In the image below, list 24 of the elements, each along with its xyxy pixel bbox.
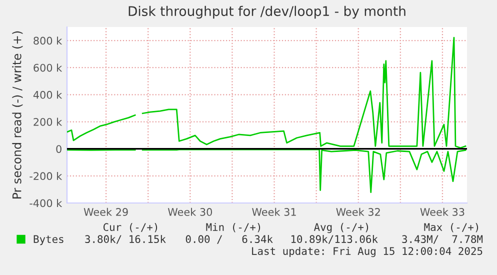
text: 3.80k/ 16.15k [85,234,166,244]
text: Avg (-/+) [314,222,368,234]
text: Min (-/+) [206,222,260,232]
y-tick-label: 400 k [33,90,62,99]
y-tick-label: 800 k [34,36,62,45]
text: Max (-/+) [424,223,478,232]
y-tick-label: 200 k [34,118,62,126]
y-tick-label: 600 k [34,64,62,72]
legend-label: Bytes [34,235,64,246]
x-tick-label: Week 32 [336,208,380,216]
x-tick-label: Week 33 [420,208,464,216]
y-axis-title: Pr second read (-) / write (+) [12,31,23,198]
text: 3.43M/ 7.78M [402,235,483,244]
chart-title: Disk throughput for /dev/loop1 - by month [128,6,406,19]
x-tick-label: Week 29 [84,208,128,216]
text: Cur (-/+) [103,223,158,232]
x-tick-label: Week 30 [168,208,212,216]
y-tick-label: 0 [56,145,62,153]
text: 10.89k/113.06k [291,234,378,244]
text: Last update: Fri Aug 15 12:00:04 2025 [252,246,482,258]
x-tick-label: Week 31 [252,208,296,216]
y-tick-label: -200 k [30,172,62,180]
y-tick-label: -400 k [30,199,62,208]
text: 0.00 / 6.34k [186,234,273,244]
